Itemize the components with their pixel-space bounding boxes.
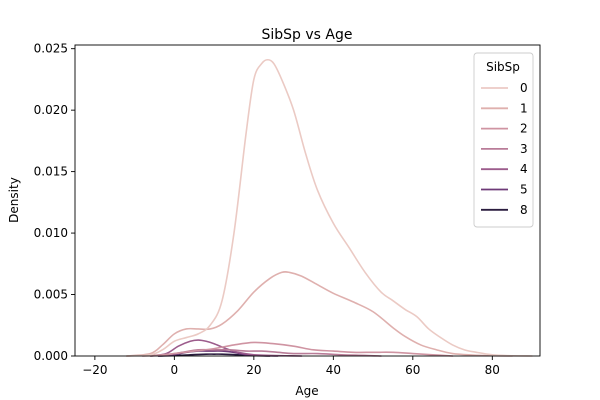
plot-frame [74, 44, 541, 357]
y-tick-label: 0.010 [34, 226, 68, 240]
x-axis-label: Age [295, 384, 318, 398]
x-tick-label: 0 [171, 363, 179, 377]
x-tick-label: 60 [405, 363, 420, 377]
y-tick-label: 0.000 [34, 349, 68, 363]
legend-label-4: 4 [520, 162, 528, 176]
x-tick-label: 80 [485, 363, 500, 377]
y-tick-label: 0.020 [34, 103, 68, 117]
density-curve-sibsp-1 [125, 270, 513, 357]
y-tick-label: 0.005 [34, 288, 68, 302]
legend-label-1: 1 [520, 101, 528, 115]
legend-label-8: 8 [520, 203, 528, 217]
y-axis: 0.000 0.005 0.010 0.015 0.020 0.025 [34, 42, 75, 363]
x-axis: −20 0 20 40 60 80 [82, 356, 500, 377]
legend-label-0: 0 [520, 81, 528, 95]
x-tick-label: 20 [246, 363, 261, 377]
density-curve-sibsp-0 [125, 58, 533, 357]
y-tick-label: 0.015 [34, 165, 68, 179]
legend-items: 0 1 2 3 4 5 8 [481, 81, 528, 217]
legend-box [473, 52, 534, 228]
legend-label-2: 2 [520, 122, 528, 136]
density-curve-sibsp-4 [149, 339, 303, 357]
density-curves [125, 58, 533, 357]
legend: SibSp 0 1 2 3 4 5 8 [473, 52, 534, 228]
chart-title: SibSp vs Age [262, 27, 353, 43]
density-curve-sibsp-2 [141, 341, 454, 357]
x-tick-label: 40 [326, 363, 341, 377]
legend-label-3: 3 [520, 142, 528, 156]
legend-title: SibSp [486, 60, 520, 74]
x-tick-label: −20 [82, 363, 107, 377]
y-tick-label: 0.025 [34, 42, 68, 56]
y-axis-label: Density [7, 177, 21, 223]
legend-label-5: 5 [520, 183, 528, 197]
